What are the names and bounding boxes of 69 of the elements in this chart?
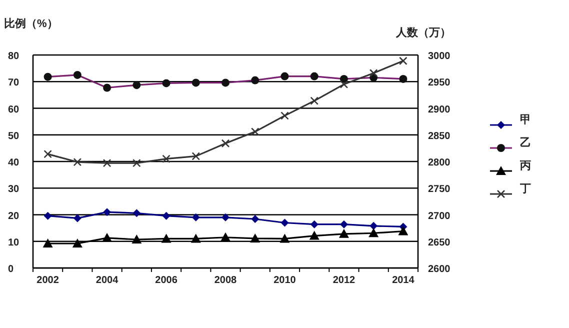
point — [340, 80, 348, 88]
ytick: 20 — [8, 210, 20, 222]
point — [340, 220, 348, 228]
point — [310, 96, 318, 105]
xtick: 2010 — [274, 275, 296, 286]
ytick: 70 — [8, 78, 20, 89]
ytick: 60 — [8, 104, 20, 116]
point — [132, 234, 142, 244]
point — [73, 158, 82, 166]
point — [251, 215, 260, 224]
point — [399, 56, 408, 66]
y2tick: 2900 — [428, 104, 450, 116]
point — [222, 213, 230, 222]
legend-label: 丙 — [520, 160, 531, 172]
y2tick: 2600 — [428, 264, 450, 275]
xtick: 2014 — [392, 275, 414, 286]
ytick: 30 — [8, 184, 20, 196]
point — [103, 208, 112, 216]
point — [192, 213, 200, 222]
ytick: 0 — [8, 264, 14, 275]
point — [42, 238, 53, 248]
point — [73, 214, 82, 222]
point — [398, 226, 408, 236]
point — [161, 234, 172, 243]
point — [44, 212, 52, 220]
xtick: 2002 — [36, 275, 59, 286]
point — [162, 212, 170, 220]
point — [102, 232, 112, 242]
y2tick: 2950 — [428, 78, 450, 89]
y2tick: 3000 — [428, 51, 450, 62]
y2tick: 2750 — [428, 184, 450, 196]
point — [44, 150, 52, 158]
y2tick: 2850 — [428, 130, 450, 142]
legend-label: 乙 — [520, 137, 531, 149]
ytick: 40 — [8, 158, 20, 168]
point — [192, 152, 200, 160]
point — [369, 68, 378, 78]
y2tick: 2800 — [428, 158, 450, 168]
point — [220, 232, 230, 242]
ytick: 50 — [8, 130, 20, 142]
point — [368, 228, 379, 238]
ytick: 80 — [8, 51, 20, 62]
ylabel: 比例（%） — [4, 18, 58, 30]
point — [72, 238, 82, 248]
point — [338, 228, 349, 238]
point — [102, 158, 112, 168]
y2tick: 2700 — [428, 210, 450, 222]
xtick: 2012 — [332, 275, 356, 286]
y2label: 人数（万） — [396, 27, 451, 39]
xtick: 2008 — [214, 275, 237, 286]
point — [280, 112, 289, 120]
point — [250, 128, 260, 136]
point — [190, 234, 201, 243]
point — [132, 158, 141, 168]
legend-label: 甲 — [520, 114, 531, 126]
xtick: 2004 — [96, 275, 118, 286]
y2tick: 2650 — [428, 237, 450, 248]
point — [309, 230, 320, 240]
point — [370, 222, 378, 230]
point — [221, 139, 230, 148]
point — [250, 233, 260, 242]
point — [132, 209, 141, 218]
point — [280, 218, 289, 227]
point — [310, 220, 318, 228]
ytick: 10 — [8, 237, 20, 248]
xtick: 2006 — [155, 275, 178, 286]
point — [162, 154, 170, 163]
point — [280, 234, 290, 243]
legend-label: 丁 — [520, 183, 531, 195]
